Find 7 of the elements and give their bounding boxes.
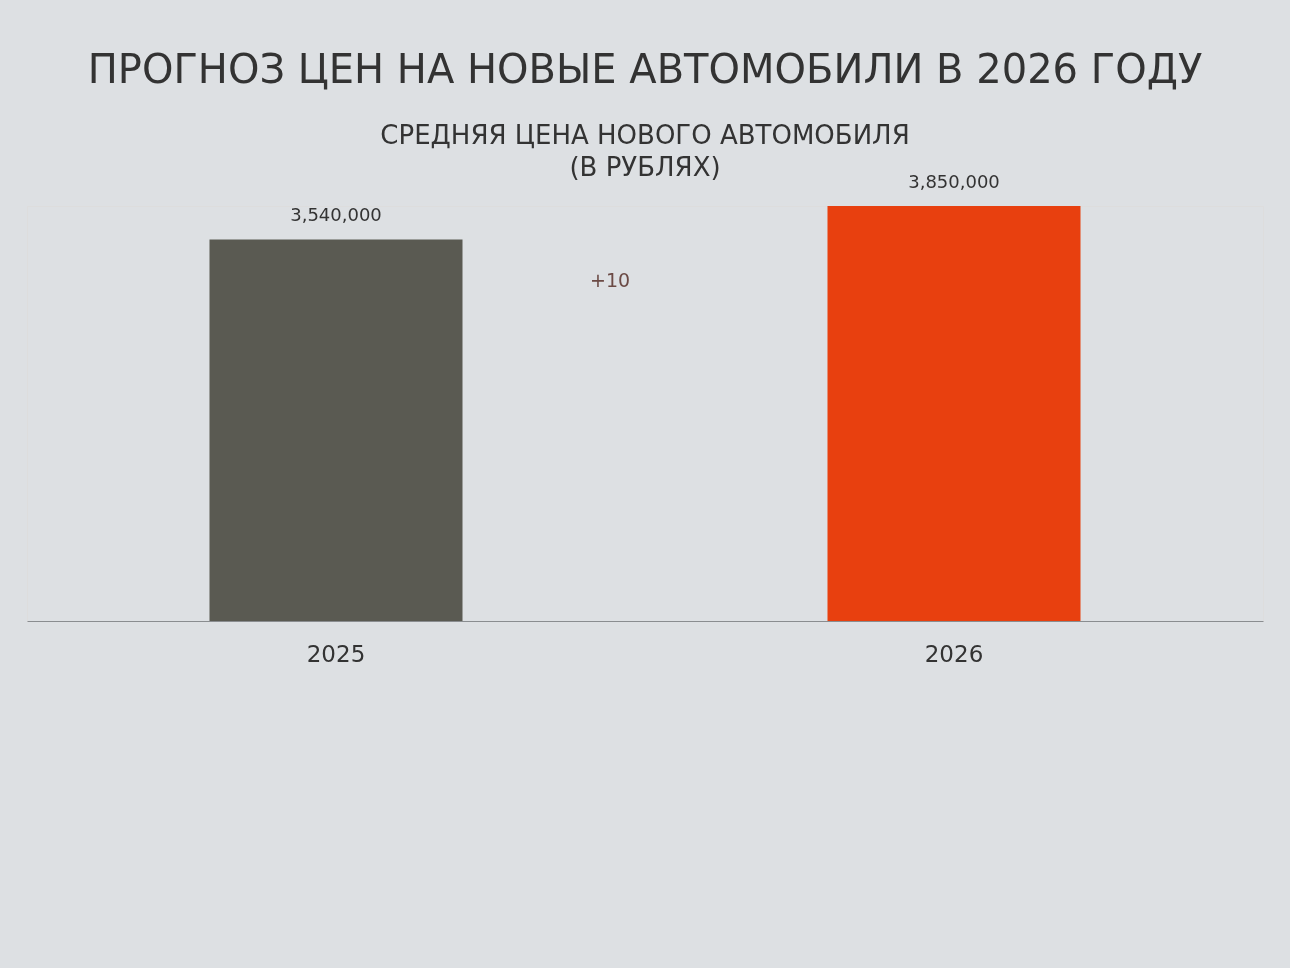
data-label: 3,540,000: [290, 204, 382, 226]
data-label: 3,850,000: [908, 171, 1000, 192]
chart-title: ПРОГНОЗ ЦЕН НА НОВЫЕ АВТОМОБИЛИ В 2026 ГОДУ: [87, 46, 1203, 92]
annotation: +10: [590, 269, 631, 291]
chart-subtitle: СРЕДНЯЯ ЦЕНА НОВОГО АВТОМОБИЛЯ (В РУБЛЯХ): [380, 120, 910, 182]
x-tick-label: 2026: [924, 640, 984, 667]
x-tick-label: 2025: [306, 640, 366, 667]
